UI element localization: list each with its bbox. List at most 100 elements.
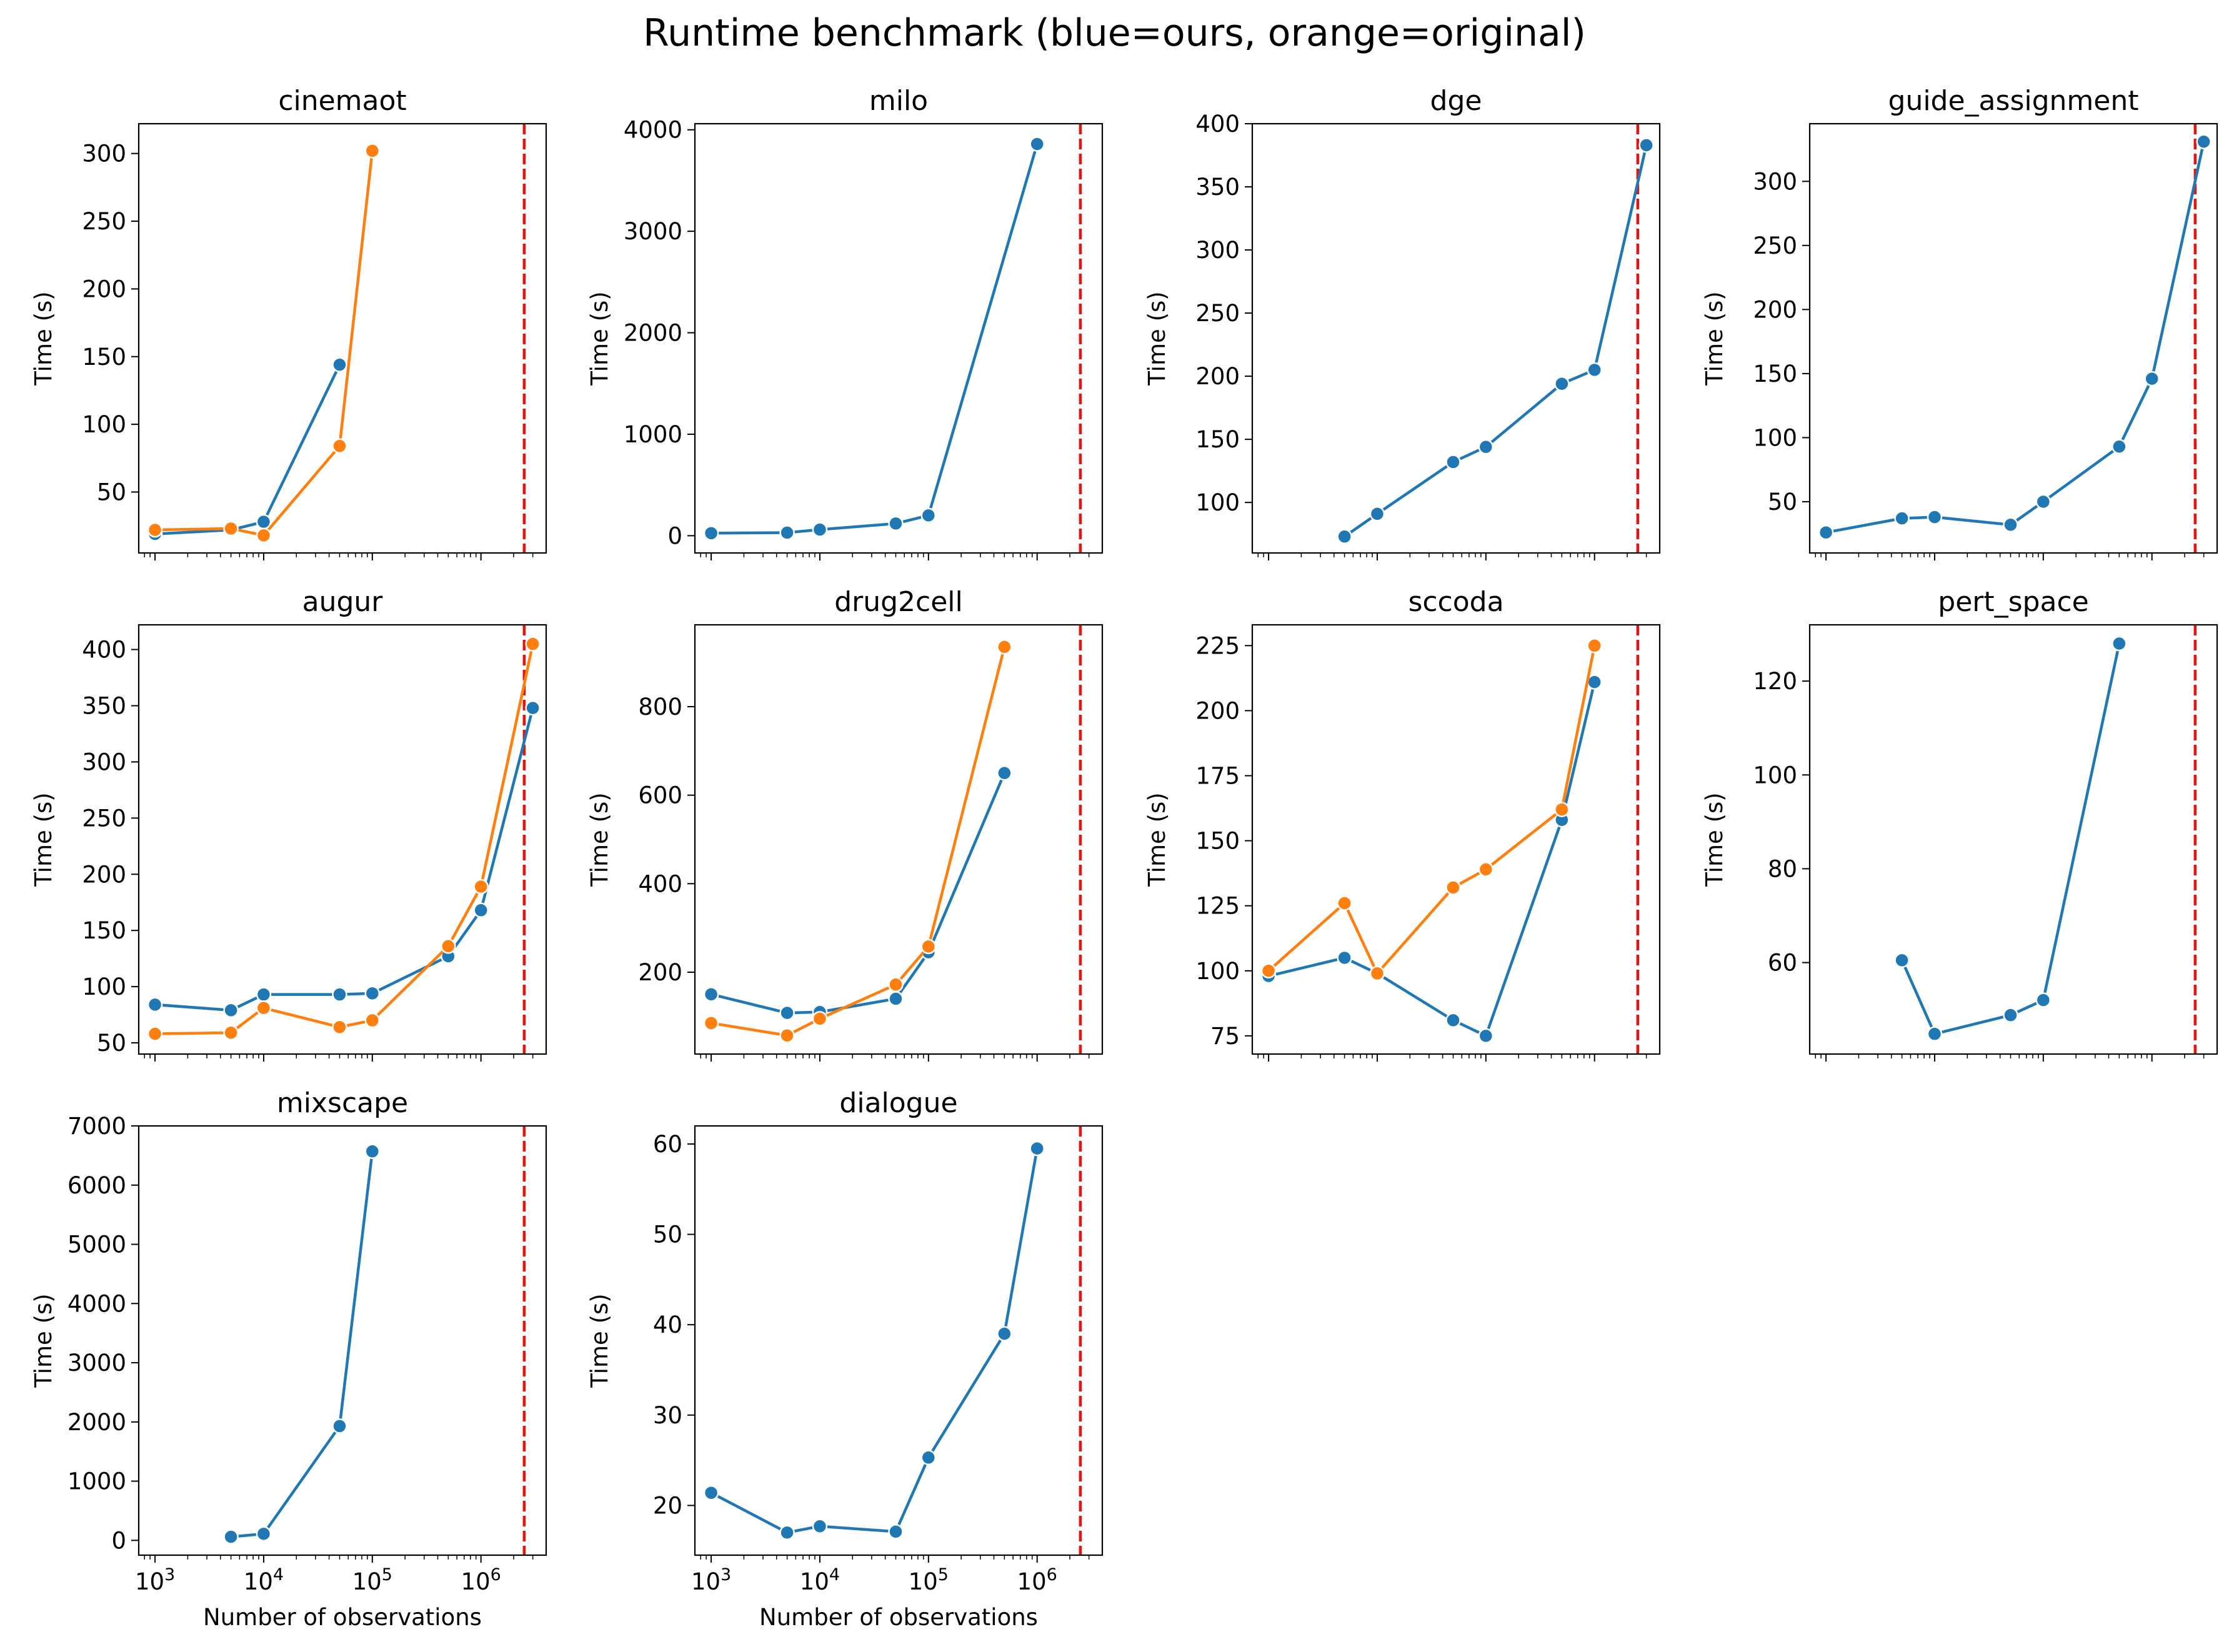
subplot-cinemaot: cinemaot 50 100 150 200 250 300 Time (s) [30,85,547,560]
y-tick-label: 60 [653,1131,682,1158]
x-tick-label: 104 [800,1565,840,1595]
data-point-original [525,636,541,652]
axes-frame [1251,122,1661,554]
data-point-original [332,1019,347,1035]
data-point-ours [1369,506,1385,522]
y-axis-label: Time (s) [586,291,613,386]
y-tick-label: 5000 [67,1232,126,1258]
y-tick-label: 40 [653,1311,682,1338]
data-point-original [364,143,381,159]
data-point-ours [997,765,1012,781]
y-axis-label: Time (s) [1144,291,1170,386]
y-tick-label: 50 [97,1030,126,1057]
y-tick-label: 400 [1195,111,1240,137]
y-tick-label: 100 [82,411,126,438]
data-point-ours [1587,674,1602,690]
y-tick-label: 150 [82,344,126,371]
subplot-milo: milo 0 1000 2000 3000 4000 Time (s) [586,85,1104,560]
series-line-ours [711,143,1039,535]
data-point-original [364,1012,381,1028]
y-tick-label: 100 [1195,489,1240,516]
data-point-ours [2144,371,2160,387]
data-point-ours [1029,136,1045,152]
data-point-ours [1818,524,1834,540]
axes-frame [137,1125,547,1556]
y-tick-label: 250 [82,208,126,235]
data-point-original [920,938,937,955]
y-tick-label: 350 [82,692,126,719]
x-tick-label: 106 [461,1565,501,1595]
subplot-drug2cell: drug2cell 200 400 600 800 Time (s) [586,586,1104,1062]
y-tick-label: 120 [1753,668,1797,695]
y-tick-label: 100 [1195,958,1240,985]
data-point-ours [888,515,904,532]
data-point-ours [525,700,541,716]
series-line-ours [1825,141,2205,534]
y-tick-label: 1000 [624,421,682,448]
data-point-original [223,1025,239,1041]
data-point-ours [888,991,904,1007]
data-point-ours [1894,510,1910,526]
data-point-ours [1927,509,1943,525]
data-point-original [779,1028,795,1043]
axes-frame [137,624,547,1055]
subplot-augur: augur 50 100 150 200 250 300 350 400 Time (s) [30,586,547,1062]
y-tick-label: 200 [638,959,682,986]
y-axis-label: Time (s) [1144,792,1170,887]
y-tick-label: 400 [82,637,126,664]
data-point-original [1554,802,1570,817]
data-point-ours [2112,439,2127,455]
data-point-ours [256,987,272,1002]
series-line-ours [1344,144,1648,538]
data-point-ours [1445,1012,1461,1028]
x-tick-label: 105 [909,1565,949,1595]
axes-frame [1808,624,2218,1055]
y-tick-label: 400 [638,870,682,897]
subplot-title: pert_space [1938,586,2088,618]
subplot-guide_assignment: guide_assignment 50 100 150 200 250 300 Time (s… [1701,85,2218,560]
subplot-title: mixscape [277,1087,408,1119]
y-tick-label: 225 [1195,632,1240,659]
data-point-ours [332,357,347,373]
data-point-ours [703,1485,719,1501]
data-point-ours [2112,635,2127,652]
data-point-ours [779,1525,795,1541]
data-point-ours [812,1518,828,1534]
y-tick-label: 200 [1195,363,1240,390]
x-tick-label: 104 [244,1565,284,1595]
subplot-title: dialogue [839,1087,957,1119]
y-axis-label: Time (s) [30,1293,57,1388]
series-line-ours [1900,643,2121,1035]
axes-frame [137,122,547,554]
y-tick-label: 80 [1768,855,1797,882]
data-point-ours [779,525,795,540]
data-point-ours [364,985,381,1002]
data-point-ours [2196,134,2212,149]
y-tick-label: 150 [1753,361,1797,387]
data-point-original [888,977,904,993]
y-tick-label: 3000 [67,1350,126,1376]
data-point-ours [1445,454,1461,470]
data-point-original [1337,895,1352,911]
data-point-ours [1478,1028,1494,1044]
data-point-ours [920,1450,937,1466]
series-line-original [1267,645,1596,975]
y-tick-label: 800 [638,694,682,720]
y-tick-label: 150 [1195,426,1240,453]
data-point-ours [1337,950,1352,966]
subplot-title: dge [1430,85,1482,117]
data-point-ours [1337,529,1352,544]
data-point-original [1478,862,1494,877]
data-point-ours [920,507,937,524]
data-point-ours [1587,362,1602,378]
data-point-ours [473,902,489,918]
y-tick-label: 300 [1753,168,1797,195]
x-axis-label: Number of observations [759,1604,1038,1631]
y-tick-label: 0 [111,1527,126,1554]
y-tick-label: 7000 [67,1113,126,1140]
data-point-ours [1029,1140,1045,1157]
subplot-title: milo [869,85,928,117]
x-axis-label: Number of observations [203,1604,482,1631]
y-tick-label: 150 [82,917,126,944]
data-point-original [1260,963,1277,979]
